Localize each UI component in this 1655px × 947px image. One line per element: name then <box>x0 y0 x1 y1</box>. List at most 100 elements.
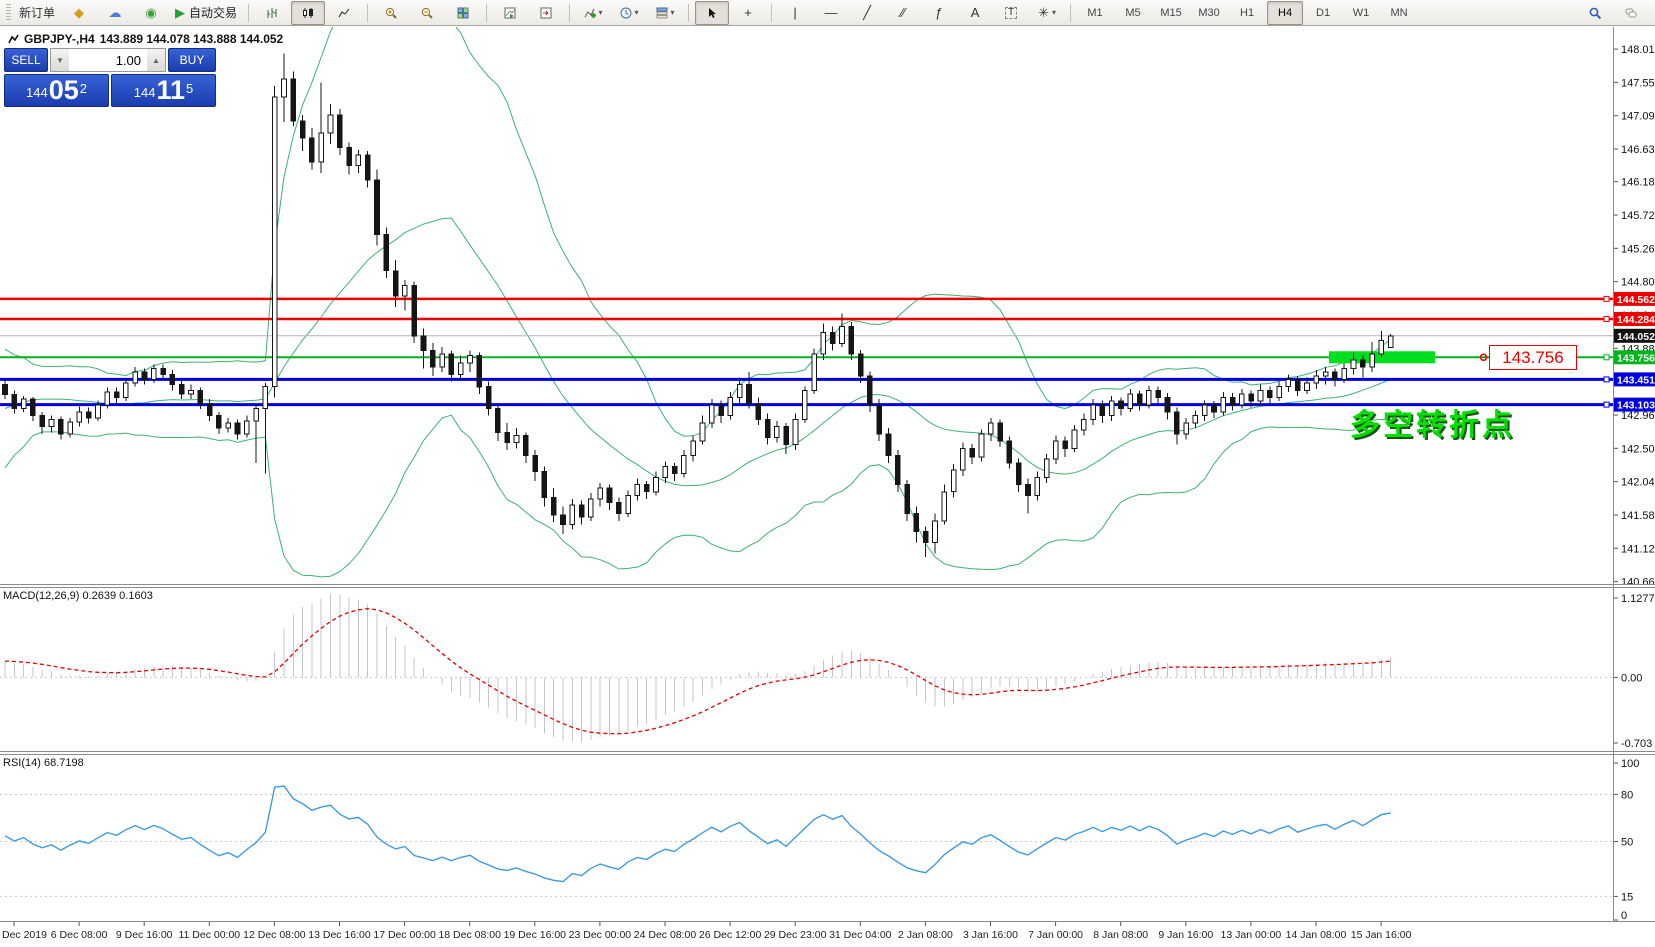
arrows-icon: ✳ <box>1038 5 1049 20</box>
svg-text:144.052: 144.052 <box>1617 331 1655 343</box>
fibonacci-icon: ƒ <box>935 5 943 20</box>
chart-shift-icon[interactable] <box>529 1 563 25</box>
indicators-button[interactable]: ▾ <box>576 1 610 25</box>
sell-price-pip: 2 <box>79 81 87 97</box>
arrows-icon[interactable]: ✳ ▾ <box>1030 1 1064 25</box>
main-chart-canvas[interactable]: 148.010 147.550 147.090 146.630 146.180 145.7… <box>0 27 1655 584</box>
crosshair-icon[interactable]: + <box>731 1 765 25</box>
toolbar-drag-handle[interactable] <box>6 3 11 22</box>
timeframe-W1-button[interactable]: W1 <box>1352 6 1370 19</box>
trendline-icon[interactable]: ╱ <box>850 1 884 25</box>
price-callout-box[interactable]: 143.756 <box>1489 345 1577 370</box>
new-order-button[interactable]: 新订单 <box>19 6 56 20</box>
horizontal-lines[interactable] <box>0 297 1613 407</box>
community-icon[interactable]: ☁ <box>98 1 132 25</box>
volume-control: ▼ ▲ <box>50 48 166 72</box>
cursor-glyph <box>709 7 717 18</box>
svg-text:1.1277: 1.1277 <box>1621 593 1655 605</box>
svg-text:6 Dec 08:00: 6 Dec 08:00 <box>51 929 108 941</box>
zin-glyph <box>385 7 397 19</box>
templates-button[interactable]: ▾ <box>648 1 682 25</box>
tile-windows-icon[interactable] <box>446 1 480 25</box>
ascroll-glyph <box>504 7 516 18</box>
line-chart-icon[interactable] <box>327 1 361 25</box>
timeframe-M5-button[interactable]: M5 <box>1125 6 1141 19</box>
buy-button[interactable]: BUY <box>168 48 216 72</box>
time-axis[interactable]: Dec 2019 6 Dec 08:00 9 Dec 16:00 11 Dec 00:… <box>0 921 1655 947</box>
macd-panel-canvas[interactable]: 1.1277 0.00 -0.703 MACD(12,26,9) 0.2639 0.1… <box>0 586 1655 751</box>
svg-text:18 Dec 08:00: 18 Dec 08:00 <box>438 929 501 941</box>
svg-text:12 Dec 08:00: 12 Dec 08:00 <box>243 929 306 941</box>
text-icon: A <box>970 5 980 20</box>
callout-anchor <box>1479 353 1488 362</box>
sell-button[interactable]: SELL <box>4 48 48 72</box>
svg-text:80: 80 <box>1621 789 1633 801</box>
signals-icon[interactable]: ◉ <box>134 1 168 25</box>
chart-window[interactable]: 148.010 147.550 147.090 146.630 146.180 145.7… <box>0 27 1655 947</box>
volume-decrease-button[interactable]: ▼ <box>51 49 69 71</box>
bollinger-bands <box>4 27 1392 578</box>
text-icon[interactable]: A <box>958 1 992 25</box>
one-click-trading-panel: SELL ▼ ▲ BUY 144 05 2 144 11 5 <box>4 48 216 107</box>
chat-icon[interactable] <box>1614 1 1648 25</box>
svg-text:17 Dec 00:00: 17 Dec 00:00 <box>373 929 436 941</box>
rsi-line <box>4 785 1391 883</box>
cursor-icon[interactable] <box>695 0 730 25</box>
toolbar-separator <box>688 3 690 22</box>
turning-point-annotation[interactable]: 多空转折点 <box>1350 409 1515 442</box>
macd-signal-line <box>4 608 1391 735</box>
svg-text:Dec 2019: Dec 2019 <box>2 929 47 941</box>
rsi-panel-canvas[interactable]: 100 80 50 15 0 RSI(14) 68.7198 <box>0 753 1655 921</box>
zoom-out-icon[interactable] <box>410 1 444 25</box>
volume-increase-button[interactable]: ▲ <box>147 49 165 71</box>
timeframe-M1-button[interactable]: M1 <box>1087 6 1103 19</box>
sell-price[interactable]: 144 05 2 <box>4 74 109 107</box>
volume-input[interactable] <box>69 49 147 71</box>
equidistant-channel-icon[interactable]: ∕∕ <box>886 1 920 25</box>
svg-text:146.180: 146.180 <box>1621 177 1655 189</box>
toolbar-separator <box>486 3 488 22</box>
chart-title: GBPJPY-,H4 143.889 144.078 143.888 144.0… <box>8 32 283 46</box>
buy-price-pip: 5 <box>186 81 194 97</box>
timeframe-H4-button[interactable]: H4 <box>1267 0 1304 25</box>
timeframe-M15-button[interactable]: M15 <box>1160 6 1182 19</box>
timeframe-H1-button[interactable]: H1 <box>1240 6 1255 19</box>
signals-icon: ◉ <box>145 5 157 20</box>
svg-text:13 Jan 00:00: 13 Jan 00:00 <box>1221 929 1282 941</box>
sell-price-base: 144 <box>26 85 48 101</box>
svg-text:50: 50 <box>1621 837 1633 849</box>
timeframe-D1-button[interactable]: D1 <box>1316 6 1331 19</box>
svg-text:23 Dec 00:00: 23 Dec 00:00 <box>569 929 632 941</box>
vertical-line-icon[interactable]: | <box>778 1 812 25</box>
search-icon[interactable] <box>1578 1 1612 25</box>
toolbar: 新订单 ◆ ☁ ◉ ▶ 自动交易 ▾ ▾ ▾ + | — ╱ ∕∕ ƒ A T ✳ ▾ M1 M5 M15 M30 H1 H4 D… <box>0 0 1655 26</box>
macd-label: MACD(12,26,9) 0.2639 0.1603 <box>3 590 153 602</box>
bar-chart-icon[interactable] <box>255 1 289 25</box>
sell-price-big: 05 <box>48 75 79 105</box>
svg-text:100: 100 <box>1621 758 1639 770</box>
autotrading-label: 自动交易 <box>189 6 238 20</box>
periods-button[interactable]: ▾ <box>612 1 646 25</box>
timeframe-M30-button[interactable]: M30 <box>1198 6 1220 19</box>
rsi-levels <box>0 793 1613 897</box>
candles <box>2 53 1394 557</box>
panel-separator[interactable] <box>0 751 1655 755</box>
zoom-in-icon[interactable] <box>374 1 408 25</box>
fibonacci-icon[interactable]: ƒ <box>922 1 956 25</box>
price-axis[interactable]: 148.010 147.550 147.090 146.630 146.180 145.7… <box>1603 44 1655 584</box>
horizontal-line-icon[interactable]: — <box>814 1 848 25</box>
candlestick-chart-icon[interactable] <box>291 0 326 25</box>
buy-price[interactable]: 144 11 5 <box>111 74 216 107</box>
text-label-icon[interactable]: T <box>994 1 1028 25</box>
panel-separator[interactable] <box>0 584 1655 588</box>
svg-text:26 Dec 12:00: 26 Dec 12:00 <box>699 929 762 941</box>
zout-glyph <box>421 7 433 19</box>
svg-text:0.00: 0.00 <box>1621 672 1642 684</box>
candles-glyph <box>303 7 314 18</box>
terminal-badge-icon[interactable]: ◆ <box>62 1 96 25</box>
autotrading-button[interactable]: ▶ 自动交易 <box>170 1 242 25</box>
timeframe-MN-button[interactable]: MN <box>1390 6 1408 19</box>
horizontal-line-icon: — <box>824 5 838 20</box>
auto-scroll-icon[interactable] <box>493 1 527 25</box>
